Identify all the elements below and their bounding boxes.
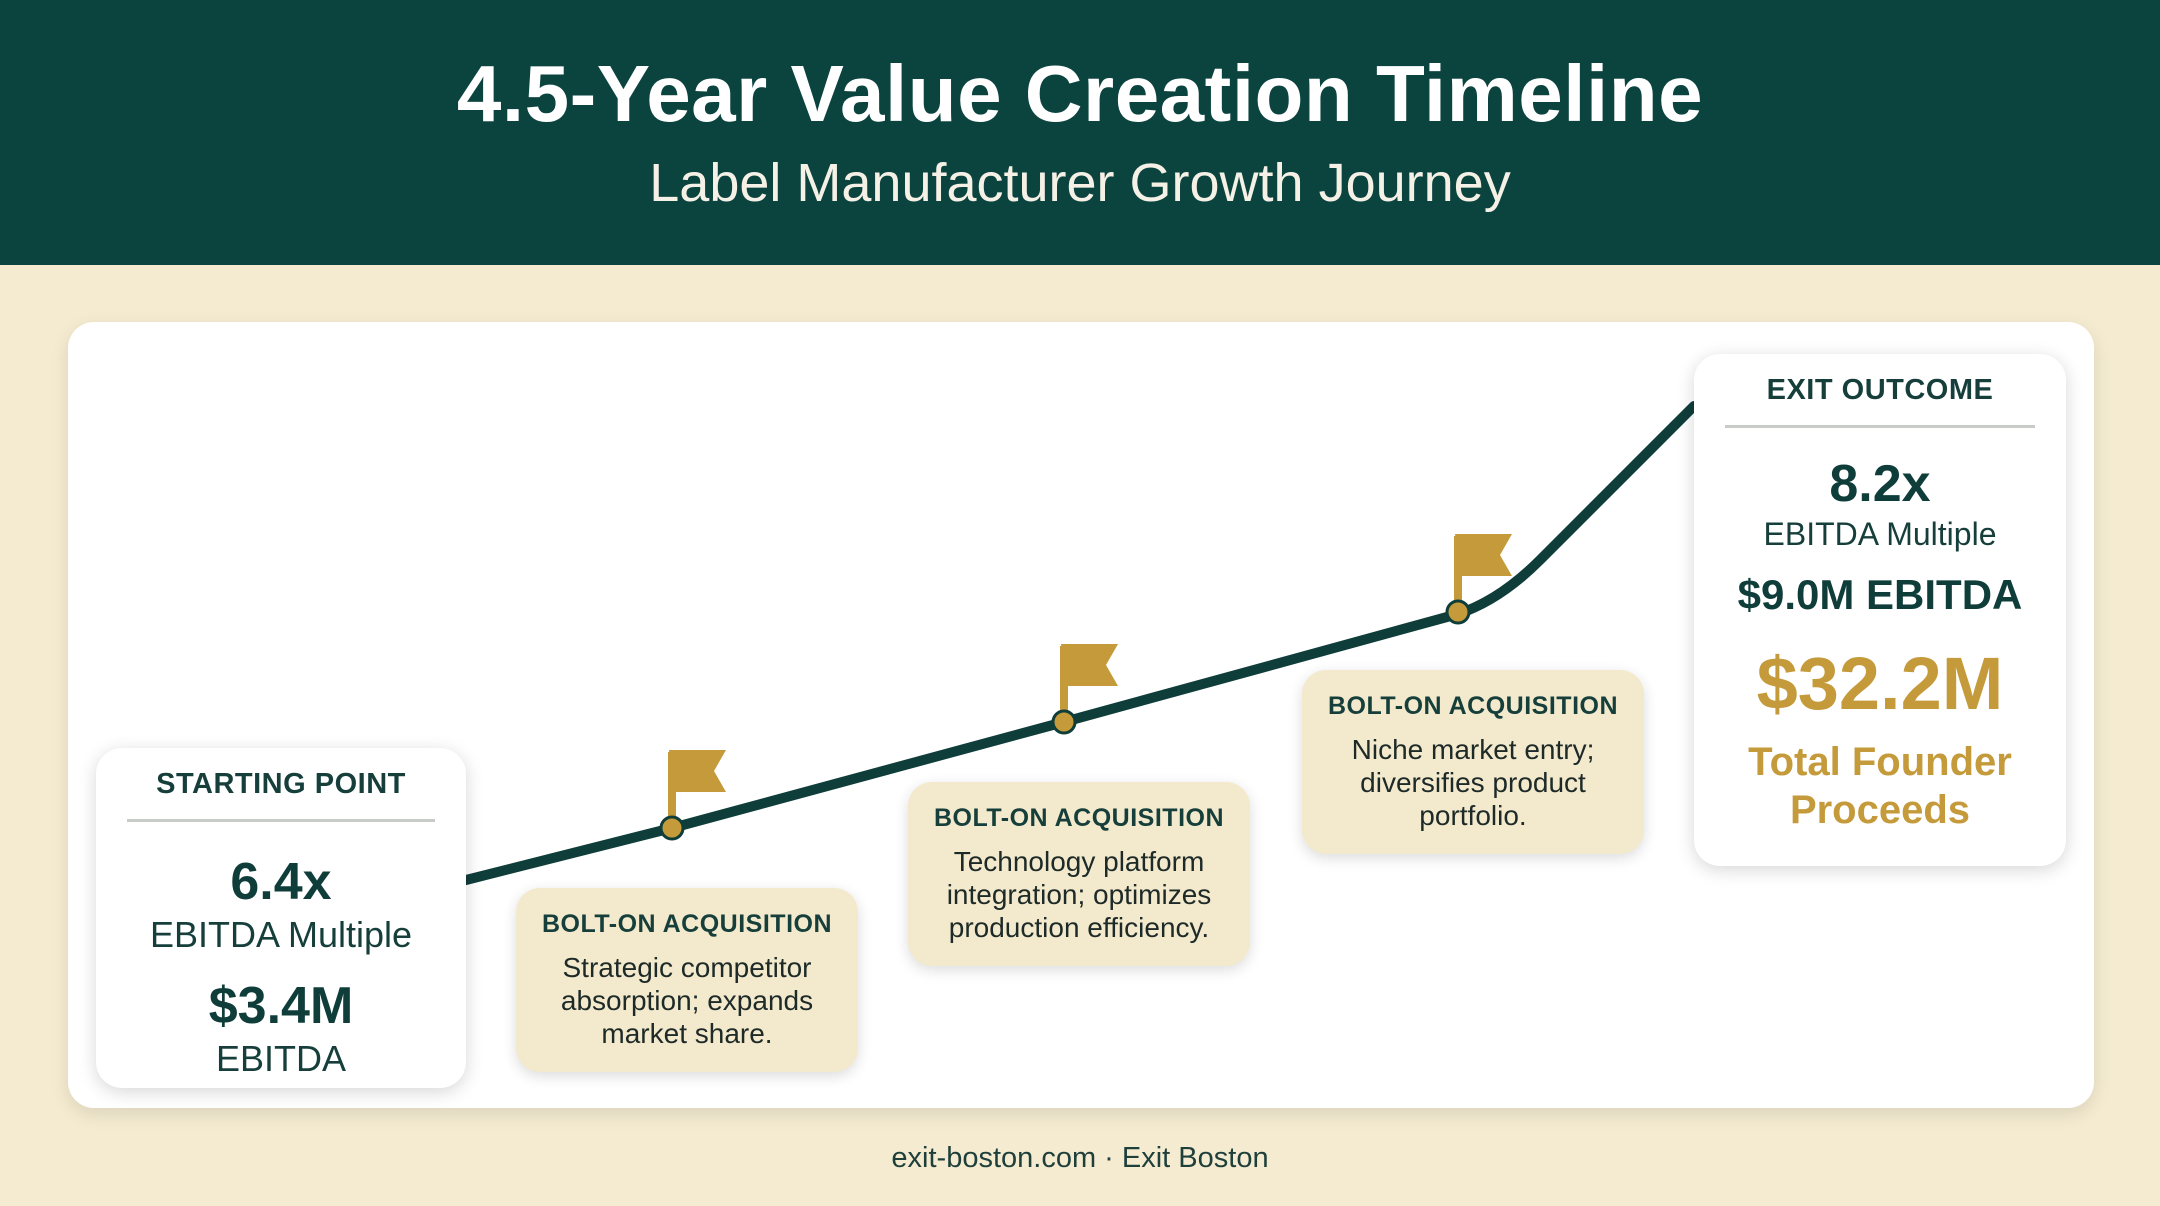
starting-ebitda: $3.4M	[208, 977, 354, 1035]
page-title: 4.5-Year Value Creation Timeline	[456, 49, 1704, 138]
starting-multiple: 6.4x	[230, 853, 332, 911]
exit-outcome-label: EXIT OUTCOME	[1766, 374, 1994, 406]
acquisition-label: BOLT-ON ACQUISITION	[541, 910, 833, 938]
growth-line	[461, 401, 1699, 885]
starting-point-card: STARTING POINT 6.4x EBITDA Multiple $3.4…	[96, 748, 466, 1088]
acquisition-description: Niche market entry; diversifies product …	[1351, 734, 1595, 832]
divider	[1725, 425, 2035, 428]
exit-outcome-card: EXIT OUTCOME 8.2x EBITDA Multiple $9.0M …	[1694, 354, 2066, 866]
acquisition-card-3: BOLT-ON ACQUISITION Niche market entry; …	[1302, 670, 1644, 854]
acquisition-card-2: BOLT-ON ACQUISITION Technology platform …	[908, 782, 1250, 966]
exit-multiple: 8.2x	[1829, 455, 1931, 513]
acquisition-label: BOLT-ON ACQUISITION	[933, 804, 1225, 832]
starting-multiple-label: EBITDA Multiple	[149, 914, 413, 955]
header-banner: 4.5-Year Value Creation Timeline Label M…	[0, 0, 2160, 265]
flag-icon	[659, 750, 726, 841]
flag-icon	[1445, 534, 1512, 625]
exit-ebitda: $9.0M EBITDA	[1737, 571, 2023, 618]
flag-icon	[1051, 644, 1118, 735]
divider	[127, 819, 435, 822]
starting-ebitda-label: EBITDA	[215, 1038, 347, 1079]
acquisition-label: BOLT-ON ACQUISITION	[1327, 692, 1619, 720]
footer-credit: exit-boston.com · Exit Boston	[891, 1142, 1269, 1174]
page-subtitle: Label Manufacturer Growth Journey	[649, 153, 1511, 213]
acquisition-description: Technology platform integration; optimiz…	[946, 846, 1212, 944]
exit-multiple-label: EBITDA Multiple	[1763, 516, 1997, 552]
acquisition-description: Strategic competitor absorption; expands…	[560, 952, 814, 1050]
acquisition-card-1: BOLT-ON ACQUISITION Strategic competitor…	[516, 888, 858, 1072]
founder-proceeds: $32.2M	[1756, 642, 2004, 725]
starting-point-label: STARTING POINT	[156, 768, 406, 800]
founder-proceeds-label: Total Founder Proceeds	[1748, 740, 2012, 832]
